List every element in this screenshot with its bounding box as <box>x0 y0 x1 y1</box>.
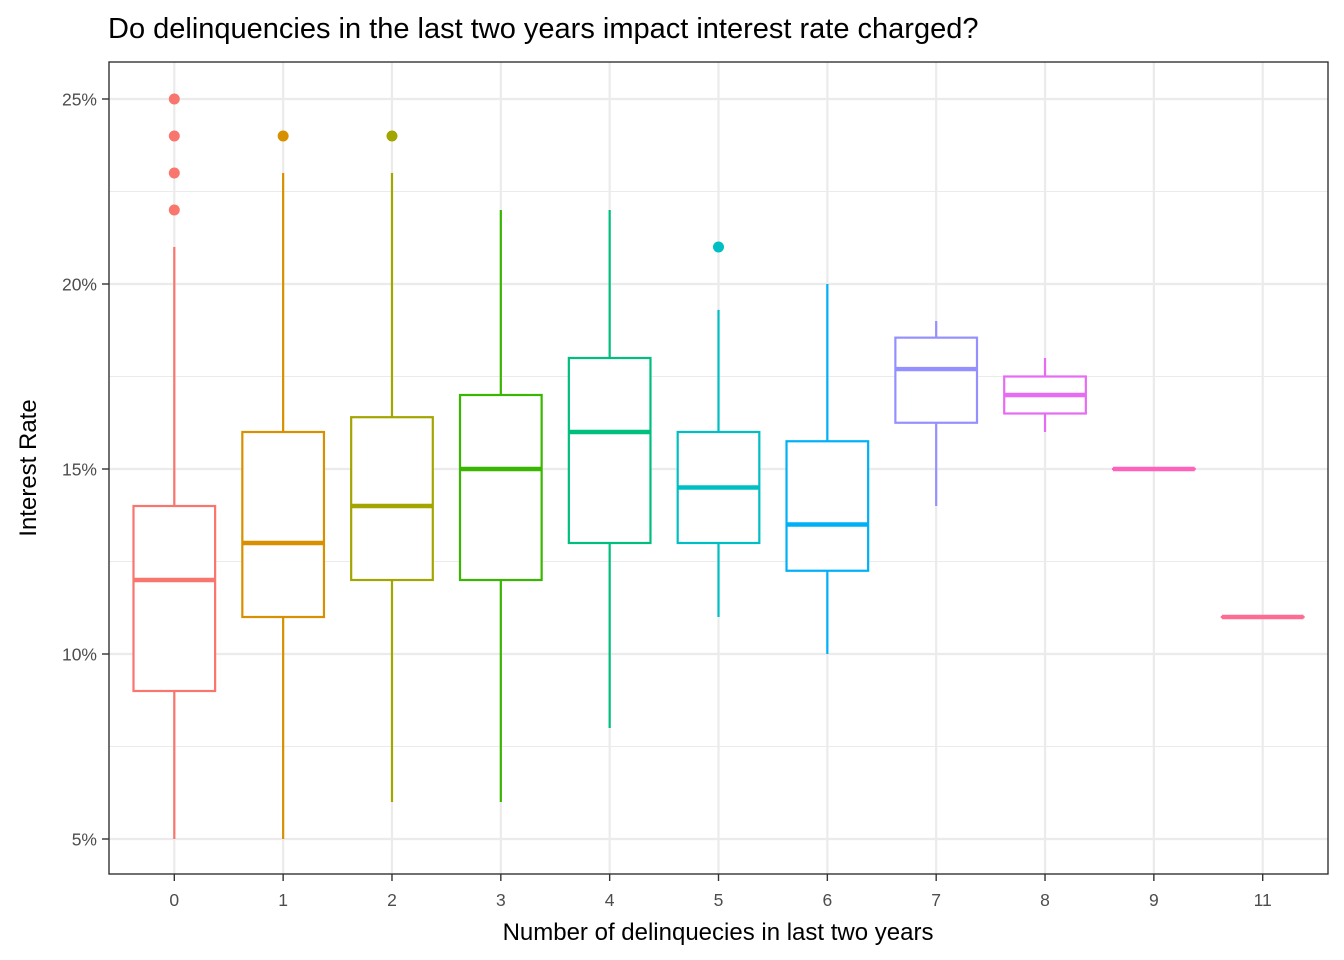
box-iqr <box>458 393 543 582</box>
x-tick-label: 9 <box>1149 890 1159 910</box>
y-axis: 5% 10% 15% 20% 25% <box>62 90 109 850</box>
box-5 <box>676 241 761 617</box>
y-tick-label: 10% <box>62 645 97 665</box>
x-tick-label: 4 <box>605 890 615 910</box>
outlier-point <box>277 130 289 142</box>
x-axis: 0 1 2 3 4 5 6 7 8 9 11 <box>169 874 1272 910</box>
y-axis-title: Interest Rate <box>15 399 42 536</box>
boxes <box>132 93 1305 839</box>
x-tick-label: 7 <box>931 890 941 910</box>
y-tick-label: 15% <box>62 460 97 480</box>
box-iqr <box>350 416 434 582</box>
x-tick-label: 11 <box>1254 890 1272 910</box>
outlier-point <box>168 167 180 179</box>
y-tick-label: 25% <box>62 90 97 110</box>
box-1 <box>241 130 326 839</box>
x-tick-label: 1 <box>278 890 288 910</box>
x-axis-title: Number of delinquecies in last two years <box>503 919 934 946</box>
y-tick-label: 5% <box>72 830 97 850</box>
x-tick-label: 5 <box>714 890 724 910</box>
outlier-point <box>713 241 724 253</box>
box-iqr <box>132 504 217 693</box>
box-iqr <box>785 440 870 572</box>
x-tick-label: 0 <box>169 890 179 910</box>
box-iqr <box>567 356 652 545</box>
x-tick-label: 2 <box>387 890 397 910</box>
box-6 <box>785 284 870 654</box>
chart-title: Do delinquencies in the last two years i… <box>108 13 978 45</box>
outlier-point <box>168 93 180 105</box>
x-tick-label: 3 <box>496 890 506 910</box>
box-3 <box>458 210 543 802</box>
box-8 <box>1003 358 1087 432</box>
box-4 <box>567 210 652 728</box>
box-iqr <box>894 336 979 424</box>
box-iqr <box>241 430 326 619</box>
outlier-point <box>386 130 398 142</box>
box-0 <box>132 93 217 839</box>
y-tick-label: 20% <box>62 275 97 295</box>
outlier-point <box>168 130 180 142</box>
x-tick-label: 6 <box>822 890 832 910</box>
box-2 <box>350 130 434 802</box>
outlier-point <box>168 204 180 216</box>
x-tick-label: 8 <box>1040 890 1050 910</box>
box-7 <box>894 321 979 506</box>
